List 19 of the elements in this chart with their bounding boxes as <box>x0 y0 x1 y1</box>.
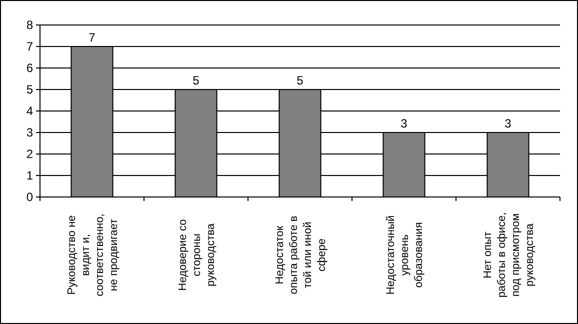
x-tick-label: Руководство не видит и, соответственно, не продвигает <box>66 214 120 296</box>
y-tick-label: 6 <box>26 61 34 76</box>
data-label: 3 <box>400 116 408 130</box>
y-tick-label: 1 <box>26 168 34 183</box>
y-tick-label: 7 <box>26 40 34 54</box>
data-label: 7 <box>88 30 96 44</box>
y-tick-label: 3 <box>26 126 34 140</box>
y-tick-label: 8 <box>26 18 34 32</box>
y-tick-label: 4 <box>26 104 34 118</box>
data-label: 5 <box>296 74 304 88</box>
y-tick-label: 5 <box>26 82 34 97</box>
y-tick-label: 0 <box>26 190 34 204</box>
data-label: 5 <box>192 74 200 88</box>
x-tick-label: Недостаток опыта работе в той или иной сфере <box>274 216 328 294</box>
y-tick-label: 2 <box>26 147 34 162</box>
x-tick-label: Нет опыт работы в офисе, под присмотром руководства <box>482 212 536 298</box>
x-tick-label: Недостаточный уровень образования <box>385 215 425 295</box>
data-label: 3 <box>504 116 512 130</box>
x-tick-label: Недоверие со стороны руководства <box>177 219 217 291</box>
